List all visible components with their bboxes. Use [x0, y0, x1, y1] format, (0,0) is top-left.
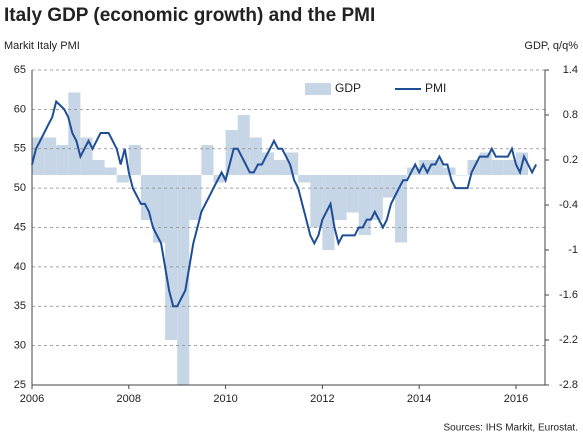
pmi-line	[31, 99, 537, 308]
gdp-bar	[237, 115, 250, 175]
y2-tick-label: -1	[568, 244, 578, 256]
gdp-bar	[165, 175, 178, 340]
gdp-bar	[201, 145, 214, 175]
chart-title: Italy GDP (economic growth) and the PMI	[4, 5, 375, 26]
legend-swatch	[305, 83, 331, 95]
gdp-bar	[189, 175, 202, 220]
y-tick-label: 40	[14, 261, 26, 273]
gdp-bar	[334, 175, 347, 220]
y-tick-label: 55	[14, 143, 26, 155]
gdp-bar	[322, 175, 335, 250]
gdp-bar	[104, 167, 117, 175]
y2-axis-label: GDP, q/q%	[524, 40, 578, 52]
y2-tick-label: 0.8	[563, 109, 578, 121]
gdp-bar	[370, 175, 383, 220]
gdp-bar	[177, 175, 190, 385]
gdp-bar	[213, 175, 226, 183]
gdp-bar	[407, 167, 420, 175]
y2-tick-label: -1.6	[559, 289, 578, 301]
y-tick-label: 30	[14, 340, 26, 352]
y2-tick-label: 0.2	[563, 154, 578, 166]
gdp-bar	[32, 137, 45, 175]
gdp-bar	[298, 175, 311, 183]
gdp-bar	[503, 160, 516, 175]
x-tick-label: 2006	[20, 393, 44, 405]
y2-tick-label: -2.2	[559, 334, 578, 346]
y-tick-label: 50	[14, 182, 26, 194]
x-tick-label: 2012	[310, 393, 334, 405]
x-tick-label: 2010	[213, 393, 237, 405]
gdp-bar	[80, 137, 93, 175]
gdp-bar	[261, 152, 274, 175]
y-tick-label: 60	[14, 103, 26, 115]
y-tick-label: 45	[14, 221, 26, 233]
gdp-bar	[249, 137, 262, 175]
gdp-bar	[128, 145, 141, 175]
gdp-bar	[346, 175, 359, 213]
gdp-bar	[455, 175, 468, 176]
gdp-bar	[358, 175, 371, 235]
gdp-bar	[479, 152, 492, 175]
x-tick-label: 2008	[117, 393, 141, 405]
gdp-bar	[56, 145, 69, 175]
y-axis-label: Markit Italy PMI	[4, 40, 80, 52]
y2-tick-label: 1.4	[563, 64, 578, 76]
gdp-bar	[68, 92, 81, 175]
gdp-bar	[382, 175, 395, 198]
gdp-bar	[140, 175, 153, 220]
legend-label: GDP	[335, 81, 361, 95]
gdp-bar	[491, 160, 504, 175]
y-tick-label: 35	[14, 300, 26, 312]
y2-tick-label: -0.4	[559, 199, 578, 211]
gdp-bar	[44, 137, 57, 175]
source-note: Sources: IHS Markit, Eurostat.	[444, 423, 579, 434]
x-tick-label: 2016	[504, 393, 528, 405]
x-tick-label: 2014	[407, 393, 431, 405]
gdp-bar	[116, 175, 129, 183]
gdp-bar	[92, 160, 105, 175]
y-tick-label: 25	[14, 379, 26, 391]
gdp-bar	[152, 175, 166, 243]
y-tick-label: 65	[14, 64, 26, 76]
gdp-bar	[286, 152, 299, 175]
y2-tick-label: -2.8	[559, 379, 578, 391]
gdp-bar	[273, 160, 287, 175]
legend-label: PMI	[425, 81, 446, 95]
gdp-bar	[225, 130, 238, 175]
gdp-bar	[310, 175, 323, 228]
